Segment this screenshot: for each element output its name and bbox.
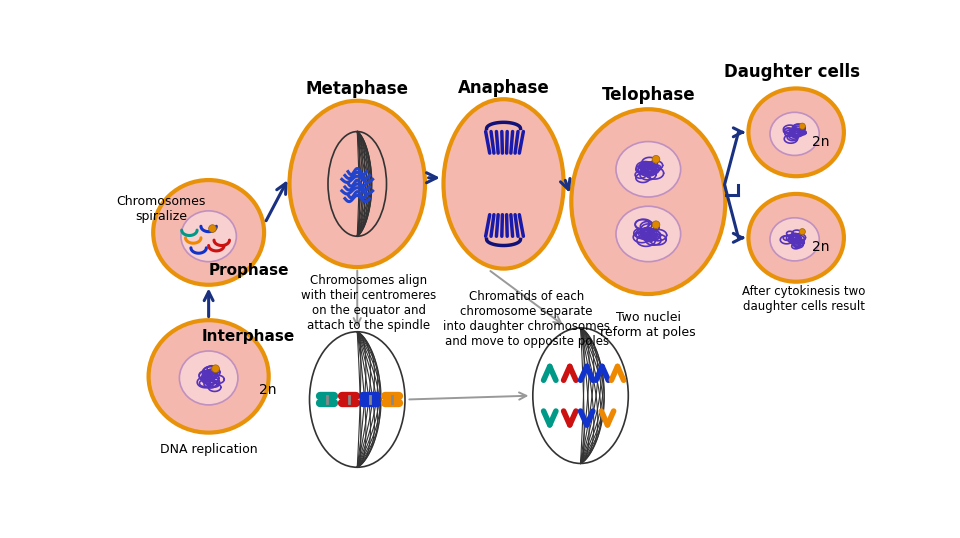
Text: 2n: 2n: [811, 240, 829, 254]
Ellipse shape: [180, 351, 238, 405]
Circle shape: [652, 155, 660, 163]
Text: Daughter cells: Daughter cells: [724, 63, 860, 81]
Ellipse shape: [290, 101, 425, 267]
Circle shape: [800, 123, 805, 129]
Text: Chromosomes
spiralize: Chromosomes spiralize: [116, 195, 205, 223]
Ellipse shape: [770, 112, 819, 155]
Ellipse shape: [180, 211, 236, 261]
Ellipse shape: [749, 88, 844, 176]
Ellipse shape: [444, 99, 564, 268]
Circle shape: [652, 221, 660, 229]
Text: Metaphase: Metaphase: [305, 80, 409, 98]
Text: Prophase: Prophase: [208, 264, 289, 279]
Ellipse shape: [154, 180, 264, 285]
Text: Two nuclei
reform at poles: Two nuclei reform at poles: [601, 311, 696, 339]
Text: DNA replication: DNA replication: [159, 443, 257, 456]
Text: 2n: 2n: [258, 383, 276, 397]
Text: Interphase: Interphase: [202, 329, 296, 344]
Circle shape: [800, 229, 805, 235]
Ellipse shape: [616, 206, 681, 261]
Ellipse shape: [770, 218, 819, 261]
Text: After cytokinesis two
daughter cells result: After cytokinesis two daughter cells res…: [742, 286, 866, 314]
Text: Chromosomes align
with their centromeres
on the equator and
attach to the spindl: Chromosomes align with their centromeres…: [301, 274, 437, 332]
Circle shape: [208, 225, 216, 232]
Ellipse shape: [616, 141, 681, 197]
Ellipse shape: [749, 194, 844, 282]
Ellipse shape: [149, 320, 269, 433]
Text: Telophase: Telophase: [602, 87, 695, 104]
Ellipse shape: [571, 109, 726, 294]
Text: 2n: 2n: [811, 134, 829, 148]
Text: Anaphase: Anaphase: [458, 79, 549, 97]
Text: Chromatids of each
chromosome separate
into daughter chromosomes
and move to opp: Chromatids of each chromosome separate i…: [444, 289, 611, 348]
Circle shape: [212, 365, 220, 372]
